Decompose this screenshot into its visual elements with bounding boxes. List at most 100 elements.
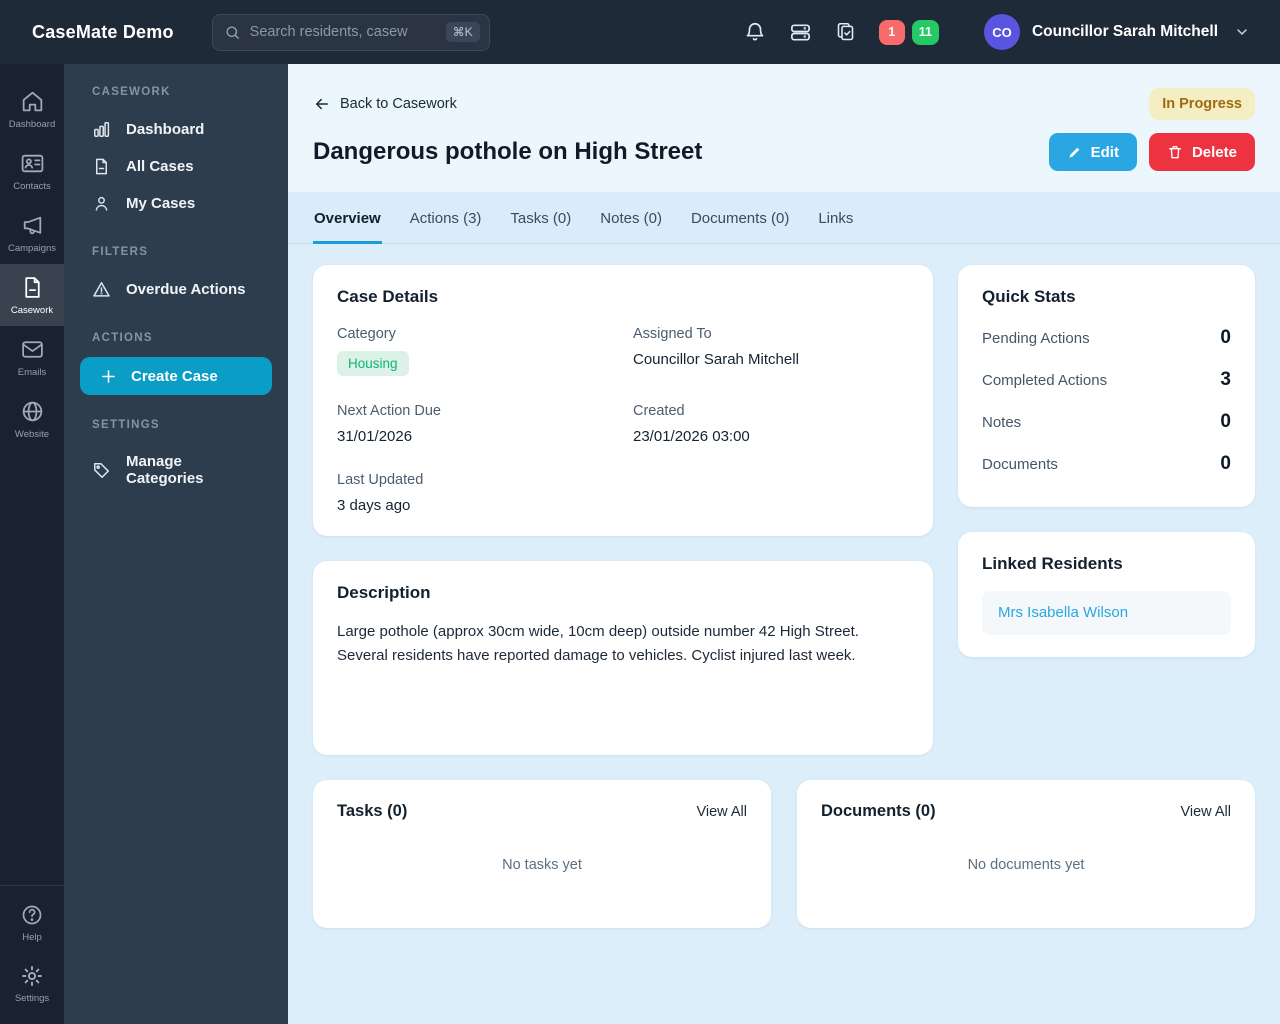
- field-label: Category: [337, 326, 396, 342]
- status-badge: In Progress: [1149, 88, 1255, 120]
- resident-row[interactable]: Mrs Isabella Wilson: [982, 591, 1231, 635]
- description-card: Description Large pothole (approx 30cm w…: [313, 561, 933, 755]
- pencil-icon: [1067, 145, 1082, 160]
- rail-item-campaigns[interactable]: Campaigns: [0, 202, 64, 264]
- home-icon: [20, 89, 45, 114]
- stat-label: Pending Actions: [982, 329, 1090, 347]
- rail-item-help[interactable]: Help: [0, 892, 64, 953]
- rail-item-website[interactable]: Website: [0, 388, 64, 450]
- sidebar-item-dashboard[interactable]: Dashboard: [80, 111, 272, 148]
- documents-view-all-link[interactable]: View All: [1180, 803, 1231, 820]
- field-label: Next Action Due: [337, 403, 441, 419]
- field-category: Category Housing: [337, 326, 613, 376]
- rail-label: Contacts: [13, 181, 51, 192]
- user-name: Councillor Sarah Mitchell: [1031, 23, 1218, 40]
- rail-label: Emails: [17, 367, 47, 378]
- delete-button[interactable]: Delete: [1148, 133, 1255, 171]
- rail-item-dashboard[interactable]: Dashboard: [0, 78, 64, 140]
- plus-icon: [99, 367, 118, 386]
- rail-item-emails[interactable]: Emails: [0, 326, 64, 388]
- clipboard-check-icon[interactable]: [835, 22, 856, 43]
- rail-label: Help: [22, 932, 42, 943]
- stat-label: Notes: [982, 413, 1022, 431]
- rail-item-casework[interactable]: Casework: [0, 264, 64, 326]
- stat-documents: Documents 0: [982, 443, 1231, 485]
- stat-completed-actions: Completed Actions 3: [982, 359, 1231, 401]
- stat-label: Completed Actions: [982, 371, 1108, 389]
- tab-documents[interactable]: Documents (0): [690, 210, 790, 227]
- field-last-updated: Last Updated 3 days ago: [337, 472, 613, 514]
- page-header: Back to Casework In Progress Dangerous p…: [288, 64, 1280, 192]
- tab-overview[interactable]: Overview: [313, 192, 382, 244]
- success-count-badge[interactable]: 11: [911, 19, 939, 45]
- tab-notes[interactable]: Notes (0): [600, 210, 662, 227]
- documents-card: Documents (0) View All No documents yet: [797, 780, 1255, 928]
- sidebar-item-all-cases[interactable]: All Cases: [80, 148, 272, 185]
- resident-link[interactable]: Mrs Isabella Wilson: [998, 604, 1129, 621]
- back-link-label: Back to Casework: [340, 96, 457, 112]
- document-icon: [20, 275, 45, 300]
- envelope-icon: [20, 337, 45, 362]
- tab-actions[interactable]: Actions (3): [409, 210, 482, 227]
- field-next-action-due: Next Action Due 31/01/2026: [337, 403, 613, 445]
- tasks-view-all-link[interactable]: View All: [696, 803, 747, 820]
- search-input[interactable]: [249, 24, 437, 40]
- rail-divider: [0, 885, 64, 886]
- rail-label: Dashboard: [8, 119, 56, 130]
- back-to-casework-link[interactable]: Back to Casework: [313, 95, 457, 113]
- field-label: Last Updated: [337, 472, 424, 488]
- top-bar: CaseMate Demo ⌘K 1 11 CO Councillor Sara…: [0, 0, 1280, 64]
- stat-notes: Notes 0: [982, 401, 1231, 443]
- delete-button-label: Delete: [1191, 143, 1237, 161]
- create-case-button[interactable]: Create Case: [80, 357, 272, 395]
- rail-label: Website: [14, 429, 50, 440]
- field-label: Assigned To: [633, 326, 712, 342]
- stat-value: 0: [1220, 411, 1231, 432]
- alert-triangle-icon: [92, 280, 111, 299]
- page-title: Dangerous pothole on High Street: [313, 138, 703, 165]
- tasks-empty-state: No tasks yet: [502, 857, 582, 873]
- case-details-heading: Case Details: [337, 287, 439, 306]
- avatar: CO: [983, 14, 1020, 50]
- field-value: Councillor Sarah Mitchell: [633, 351, 799, 368]
- field-value: 3 days ago: [337, 497, 411, 514]
- rail-item-contacts[interactable]: Contacts: [0, 140, 64, 202]
- server-icon[interactable]: [789, 21, 812, 44]
- sidebar-item-manage-categories[interactable]: Manage Categories: [80, 444, 272, 496]
- description-text: Large pothole (approx 30cm wide, 10cm de…: [337, 623, 859, 664]
- user-menu[interactable]: CO Councillor Sarah Mitchell: [983, 14, 1250, 50]
- sidebar-item-overdue-actions[interactable]: Overdue Actions: [80, 271, 272, 308]
- sidebar-section-actions: ACTIONS: [92, 332, 153, 344]
- linked-residents-card: Linked Residents Mrs Isabella Wilson: [958, 532, 1255, 657]
- description-heading: Description: [337, 583, 431, 602]
- search-shortcut-badge: ⌘K: [445, 22, 480, 42]
- global-search[interactable]: ⌘K: [211, 13, 490, 51]
- alert-count-badge[interactable]: 1: [878, 19, 905, 45]
- rail-item-settings[interactable]: Settings: [0, 953, 64, 1014]
- linked-residents-heading: Linked Residents: [982, 554, 1123, 573]
- search-icon: [224, 24, 241, 41]
- tasks-card: Tasks (0) View All No tasks yet: [313, 780, 771, 928]
- rail-label: Casework: [10, 305, 54, 316]
- gear-icon: [20, 964, 44, 988]
- stat-label: Documents: [982, 455, 1058, 473]
- stat-value: 0: [1220, 327, 1231, 348]
- tab-tasks[interactable]: Tasks (0): [510, 210, 572, 227]
- field-created: Created 23/01/2026 03:00: [633, 403, 909, 445]
- sidebar-item-my-cases[interactable]: My Cases: [80, 185, 272, 222]
- field-value: 23/01/2026 03:00: [633, 428, 750, 445]
- globe-icon: [20, 399, 45, 424]
- quick-stats-heading: Quick Stats: [982, 287, 1076, 306]
- field-value: 31/01/2026: [337, 428, 413, 445]
- app-title: CaseMate Demo: [32, 21, 174, 42]
- arrow-left-icon: [313, 95, 331, 113]
- bell-icon[interactable]: [744, 21, 766, 43]
- file-icon: [92, 157, 111, 176]
- stat-value: 0: [1220, 453, 1231, 474]
- sidebar-section-settings: SETTINGS: [92, 419, 160, 431]
- edit-button-label: Edit: [1090, 143, 1119, 161]
- tab-links[interactable]: Links: [818, 210, 854, 227]
- sidebar-item-label: Manage Categories: [126, 453, 204, 487]
- icon-rail: Dashboard Contacts Campaigns Casework Em…: [0, 64, 64, 1024]
- edit-button[interactable]: Edit: [1048, 133, 1137, 171]
